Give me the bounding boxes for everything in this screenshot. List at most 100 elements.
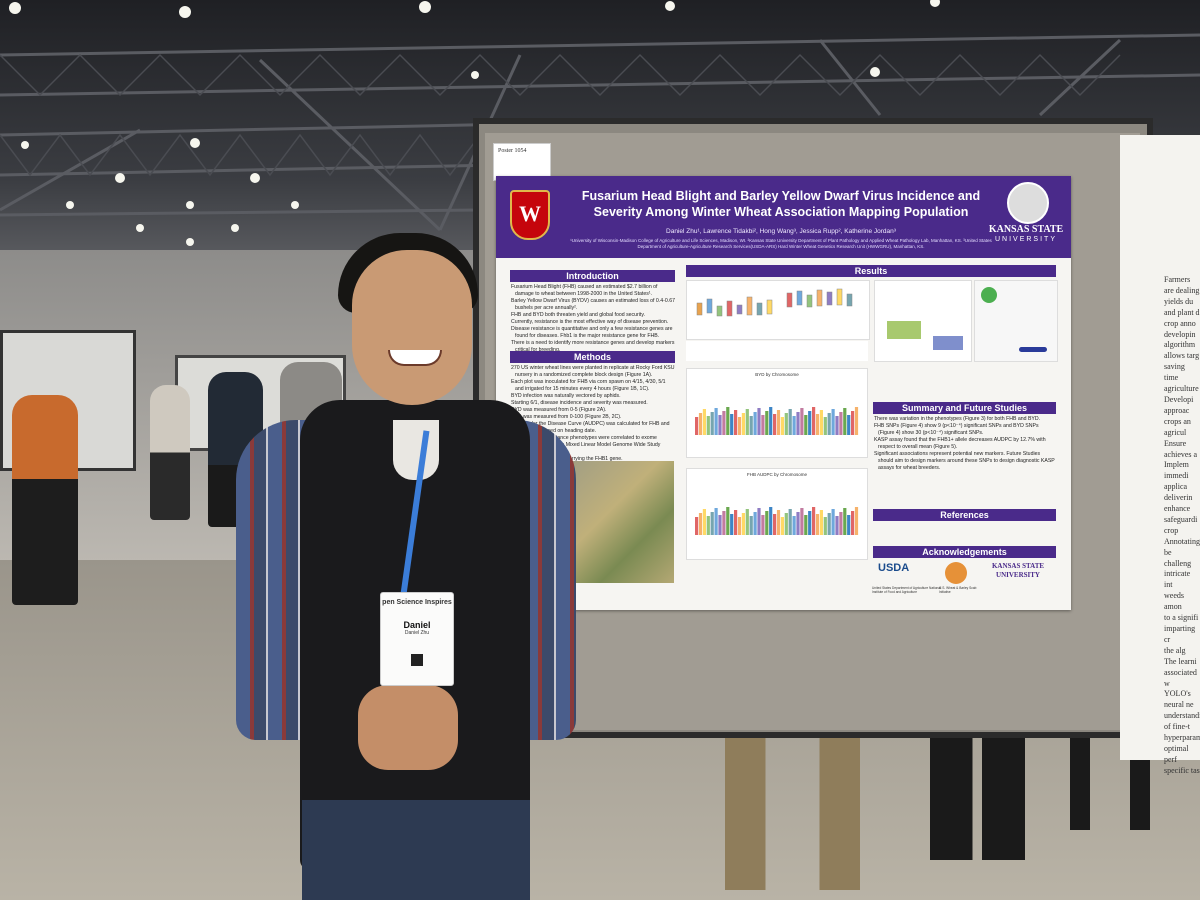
manhattan-bar	[702, 409, 706, 435]
manhattan-bar	[854, 507, 859, 535]
manhattan-bar	[847, 515, 851, 535]
bullet-item: Disease resistance is quantitative and o…	[511, 326, 673, 339]
poster-number: Poster 1054	[498, 148, 527, 154]
manhattan-bar	[776, 510, 781, 535]
manhattan-bar	[776, 410, 781, 435]
poster-title-line1: Fusarium Head Blight and Barley Yellow D…	[581, 189, 981, 203]
adjacent-poster-fragment: crop	[1164, 525, 1179, 535]
manhattan-bar	[800, 408, 804, 435]
poster-title-line2: Severity Among Winter Wheat Association …	[593, 205, 969, 219]
manhattan-bar	[698, 513, 703, 535]
manhattan-bar	[734, 410, 738, 435]
manhattan-bar	[808, 411, 812, 435]
manhattan-bar	[765, 411, 769, 435]
manhattan-bar	[851, 411, 855, 435]
adjacent-poster-text: Farmers are dealing yields du and plant d cr…	[1120, 135, 1200, 777]
adjacent-poster-fragment: and plant d	[1164, 307, 1200, 317]
adjacent-poster-fragment: algorithm	[1164, 340, 1196, 350]
manhattan-bar	[827, 413, 831, 435]
badge-qr-code	[411, 654, 423, 666]
manhattan-bar	[695, 417, 699, 435]
manhattan-bar	[847, 415, 851, 435]
manhattan-bar	[757, 408, 761, 435]
manhattan-bar	[808, 511, 812, 535]
adjacent-poster-fragment: weeds amon	[1164, 591, 1184, 612]
bullet-item: 270 US winter wheat lines were planted i…	[511, 365, 675, 378]
references-heading: References	[873, 509, 1056, 521]
presenter-face	[352, 250, 472, 405]
manhattan-bar	[792, 516, 796, 535]
manhattan-bar	[843, 508, 847, 535]
manhattan-bar	[784, 513, 788, 535]
acknowledgements-heading: Acknowledgements	[873, 546, 1056, 558]
manhattan-bar	[722, 411, 726, 435]
byd-chromosome-title: BYD by Chromosome	[755, 372, 799, 377]
manhattan-bar	[710, 512, 714, 535]
summary-heading: Summary and Future Studies	[873, 402, 1056, 414]
manhattan-bar	[831, 509, 835, 535]
kansas-state-logo-subtext: UNIVERSITY	[994, 236, 1057, 243]
manhattan-bar	[726, 407, 730, 435]
adjacent-poster-fragment: crops an	[1164, 416, 1191, 426]
manhattan-bar	[815, 414, 820, 435]
adjacent-poster-fragment: optimal perf	[1164, 743, 1189, 764]
ack-caption-scab: U.S. Wheat & Barley Scab Initiative	[939, 586, 977, 594]
adjacent-poster-fragment: agriculture	[1164, 384, 1199, 394]
manhattan-bar	[788, 509, 792, 535]
manhattan-bar	[722, 511, 726, 535]
adjacent-poster-fragment: YOLO's	[1164, 689, 1191, 699]
manhattan-bar	[835, 516, 839, 535]
manhattan-bar	[854, 407, 859, 435]
presenter-hands	[358, 685, 458, 770]
manhattan-bar	[737, 517, 742, 535]
kansas-state-ack-logo: KANSAS STATE UNIVERSITY	[991, 562, 1045, 579]
adjacent-poster-fragment: yields du	[1164, 296, 1194, 306]
manhattan-bar	[761, 515, 765, 535]
adjacent-poster-fragment: imparting cr	[1164, 624, 1196, 644]
summary-bullets: There was variation in the phenotypes (F…	[873, 416, 1056, 472]
manhattan-bar	[745, 409, 749, 435]
manhattan-bar	[718, 515, 722, 535]
manhattan-bar	[843, 408, 847, 435]
bullet-item: Fusarium Head Blight (FHB) caused an est…	[511, 284, 658, 297]
adjacent-poster-fragment: Implem	[1164, 460, 1189, 470]
bullet-item: Starting 6/1, disease incidence and seve…	[511, 400, 648, 406]
manhattan-bar	[730, 414, 734, 435]
violin-box-blue	[933, 336, 963, 350]
adjacent-poster-fragment: are dealing	[1164, 285, 1200, 295]
manhattan-bar	[753, 412, 757, 435]
adjacent-poster-fragment: neural ne	[1164, 700, 1194, 710]
adjacent-poster-fragment: crop anno	[1164, 318, 1196, 328]
manhattan-bar	[714, 508, 718, 535]
research-poster: W Fusarium Head Blight and Barley Yellow…	[496, 176, 1071, 610]
poster-header: W Fusarium Head Blight and Barley Yellow…	[496, 176, 1071, 258]
bullet-item: FHB was measured from 0-100 (Figure 2B, …	[511, 414, 622, 420]
badge-name: Daniel	[403, 620, 431, 630]
bullet-item: There was variation in the phenotypes (F…	[874, 416, 1041, 422]
manhattan-bar	[730, 514, 734, 535]
byd-chromosome-plot: BYD by Chromosome	[686, 368, 868, 458]
boxplot-figure	[686, 280, 870, 340]
adjacent-poster-fragment: Annotating	[1164, 536, 1200, 546]
manhattan-bar	[804, 515, 808, 535]
manhattan-bar	[745, 509, 749, 535]
manhattan-bar	[815, 514, 820, 535]
manhattan-bar	[784, 413, 788, 435]
adjacent-poster-fragment: to a signifi	[1164, 613, 1199, 623]
kansas-state-logo-text: KANSAS STATE	[988, 224, 1064, 235]
manhattan-bar	[773, 514, 777, 535]
poster-number-card: Poster 1054	[493, 143, 551, 181]
manhattan-bar	[800, 508, 804, 535]
manhattan-bar	[769, 407, 773, 435]
manhattan-bar	[839, 412, 843, 435]
adjacent-poster-fragment: intricate int	[1164, 569, 1191, 590]
boxplot-chart	[696, 288, 853, 317]
scab-initiative-logo	[945, 562, 967, 584]
adjacent-poster-fragment: be challeng	[1164, 547, 1192, 568]
manhattan-bar	[827, 513, 831, 535]
manhattan-bar	[823, 417, 827, 435]
manhattan-bar	[706, 416, 710, 435]
presenter-tshirt	[393, 420, 439, 480]
manhattan-bar	[780, 517, 784, 535]
manhattan-bar	[757, 508, 761, 535]
